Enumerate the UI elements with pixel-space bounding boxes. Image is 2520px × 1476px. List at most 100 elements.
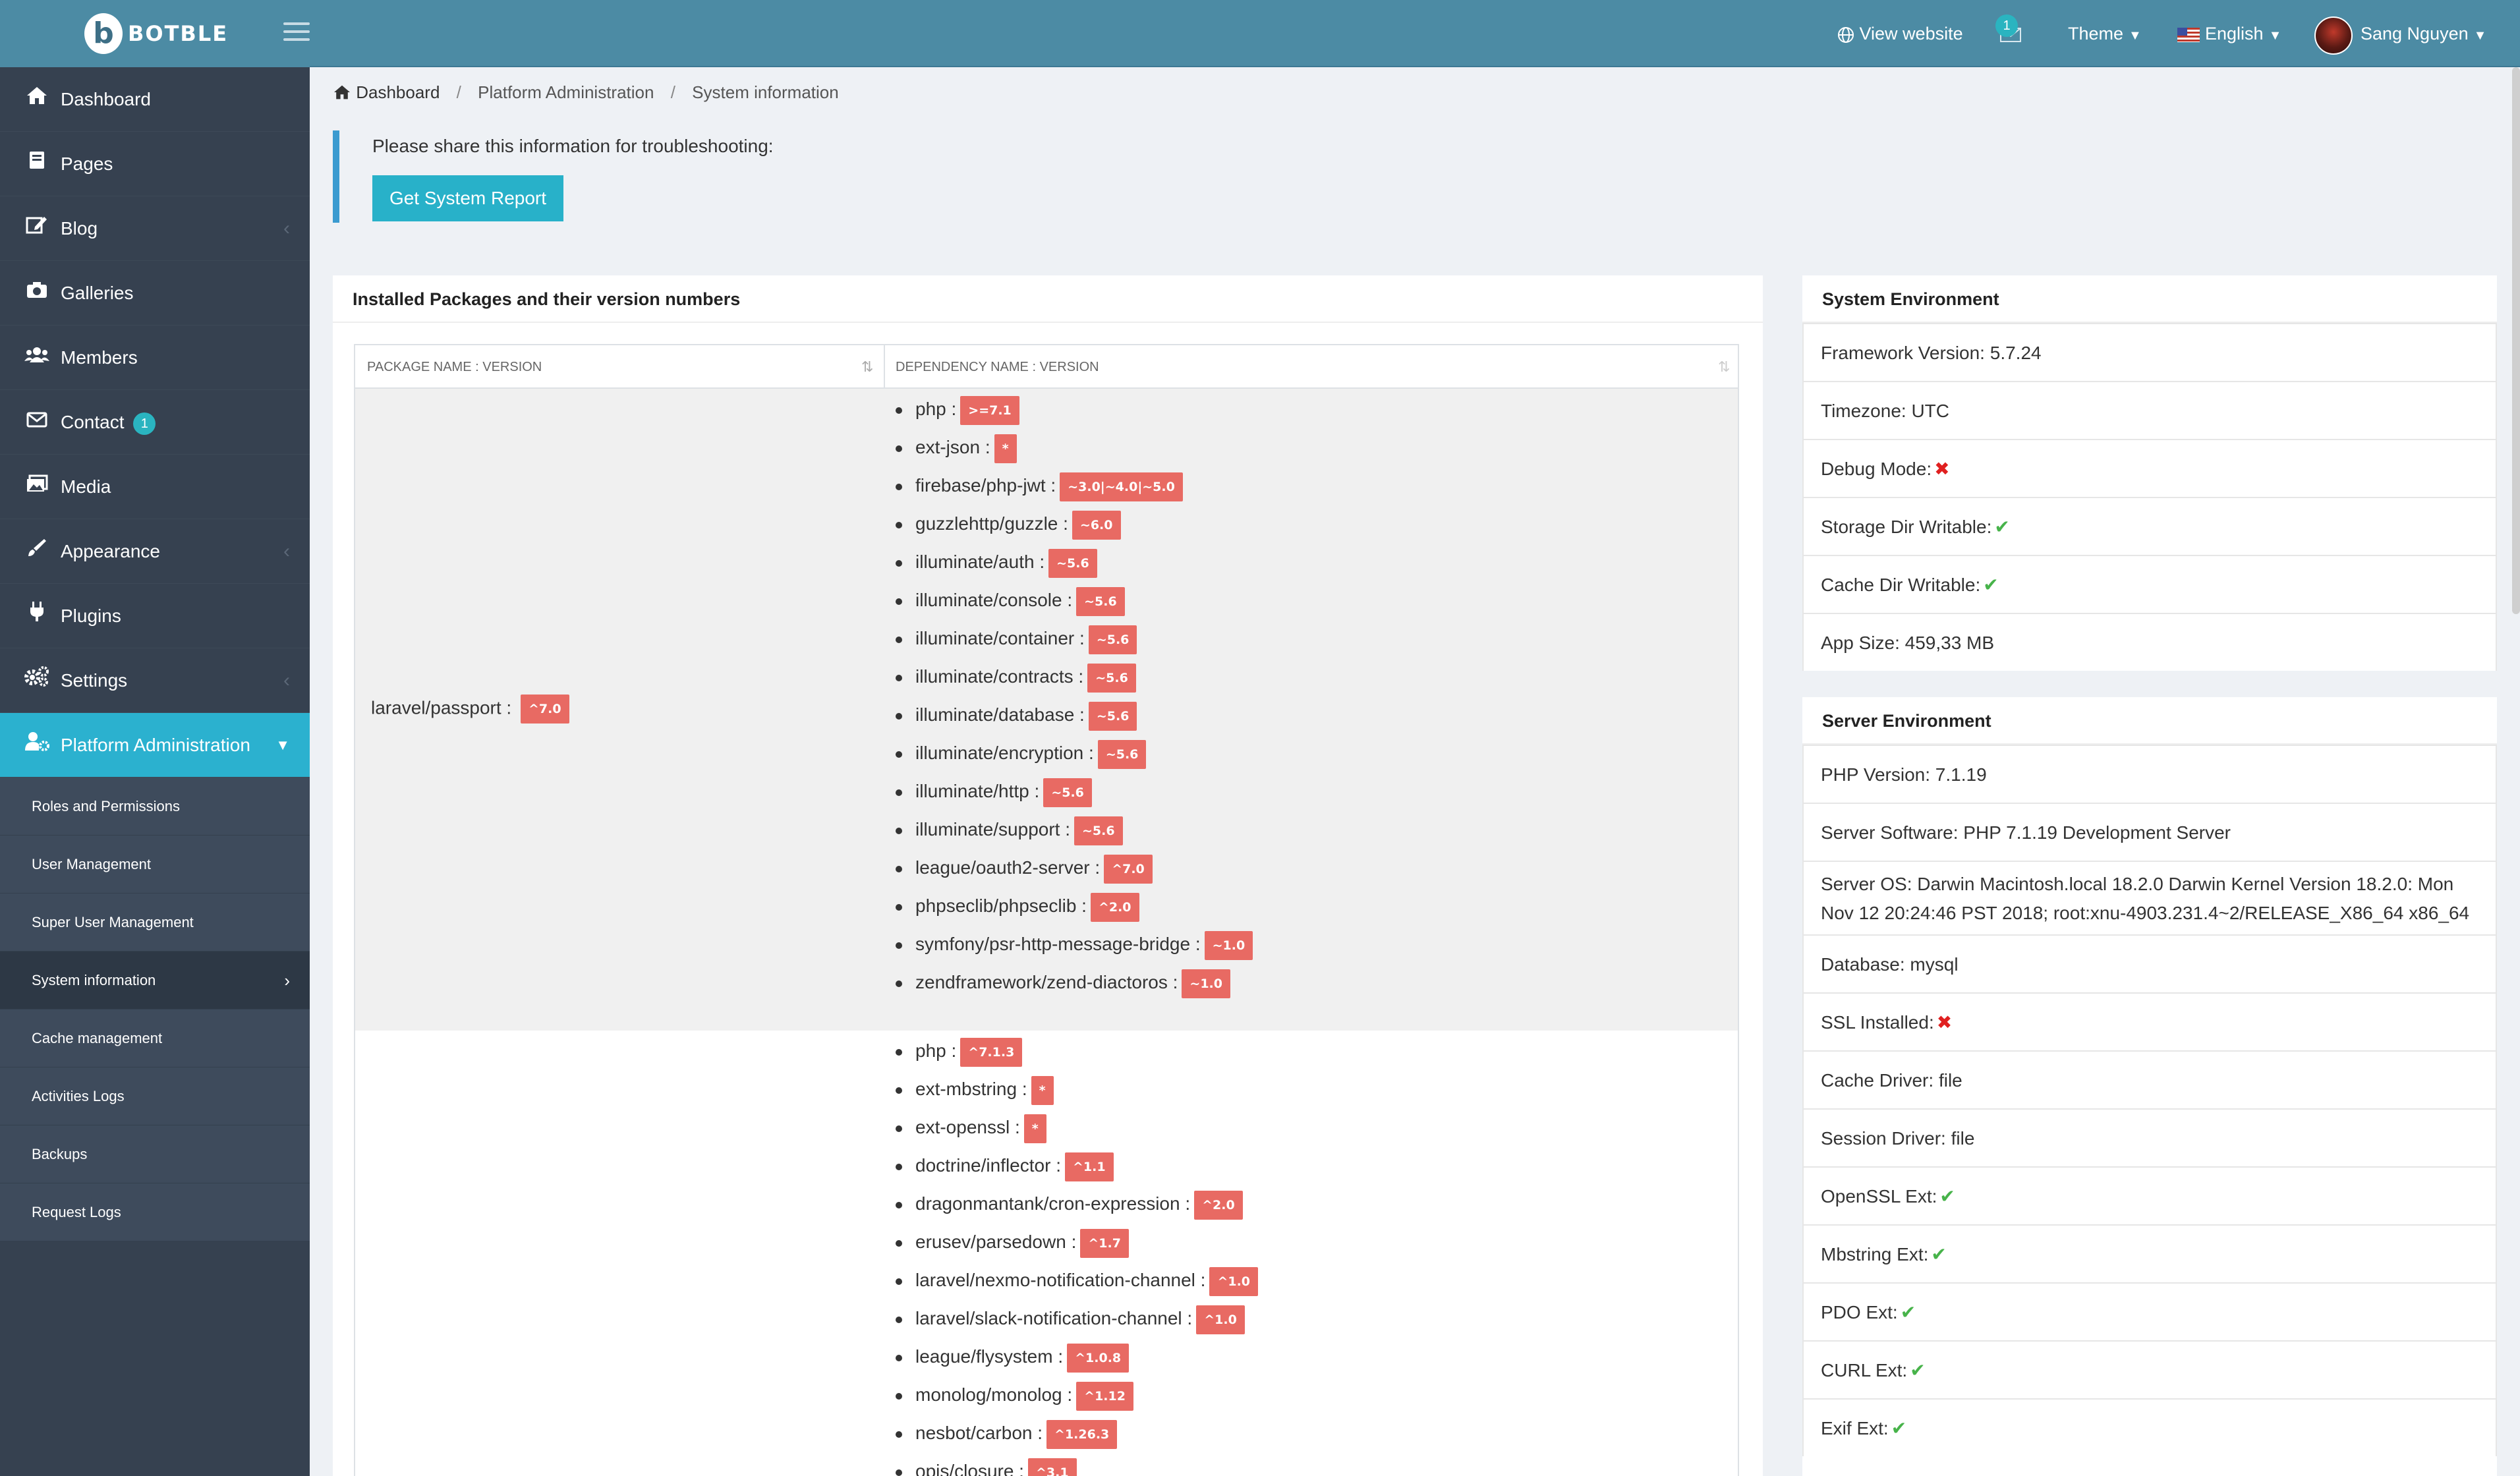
check-icon: ✔ bbox=[1994, 516, 2010, 538]
dependency-name: laravel/nexmo-notification-channel : bbox=[915, 1270, 1206, 1290]
breadcrumb-platform-administration[interactable]: Platform Administration bbox=[478, 82, 654, 102]
version-badge: ~5.6 bbox=[1043, 778, 1092, 807]
check-icon: ✔ bbox=[1983, 574, 1999, 596]
contact-count-badge: 1 bbox=[133, 412, 156, 435]
env-row-text: Cache Dir Writable: bbox=[1821, 575, 1981, 595]
version-badge: ^1.0 bbox=[1196, 1305, 1245, 1334]
version-badge: ~5.6 bbox=[1088, 625, 1137, 654]
submenu-item-super-user-management[interactable]: Super User Management bbox=[0, 894, 310, 951]
server-environment-title: Server Environment bbox=[1802, 697, 2497, 745]
packages-table-header: Package name : Version ⇅ Dependency name… bbox=[355, 345, 1738, 389]
view-website-label: View website bbox=[1859, 24, 1963, 43]
sidebar-item-label: Galleries bbox=[61, 283, 134, 303]
list-item: zendframework/zend-diactoros : ~1.0 bbox=[895, 966, 1253, 1004]
sort-icon[interactable]: ⇅ bbox=[861, 358, 874, 375]
submenu-item-system-information[interactable]: System information › bbox=[0, 951, 310, 1009]
submenu-item-backups[interactable]: Backups bbox=[0, 1125, 310, 1183]
submenu-item-label: System information bbox=[32, 972, 156, 988]
sidebar-item-settings[interactable]: Settings ‹ bbox=[0, 648, 310, 713]
user-cog-icon bbox=[22, 713, 51, 778]
submenu-item-roles-and-permissions[interactable]: Roles and Permissions bbox=[0, 778, 310, 836]
globe-icon bbox=[1838, 26, 1854, 43]
env-row-text: CURL Ext: bbox=[1821, 1360, 1908, 1380]
chevron-down-icon: ▼ bbox=[2129, 28, 2142, 43]
env-row-text: Mbstring Ext: bbox=[1821, 1244, 1929, 1264]
list-item: ext-mbstring : * bbox=[895, 1073, 1258, 1111]
chevron-down-icon: ▼ bbox=[275, 737, 290, 753]
sidebar-item-pages[interactable]: Pages bbox=[0, 132, 310, 196]
notification-count-badge: 1 bbox=[1995, 14, 2018, 37]
column-header-dependency[interactable]: Dependency name : Version bbox=[896, 360, 1099, 374]
dependency-name: illuminate/container : bbox=[915, 628, 1085, 648]
dependency-name: illuminate/database : bbox=[915, 704, 1085, 725]
get-system-report-button[interactable]: Get System Report bbox=[372, 175, 563, 221]
env-row-text: Framework Version: 5.7.24 bbox=[1821, 343, 2042, 363]
version-badge: ~1.0 bbox=[1204, 930, 1253, 960]
logo-icon[interactable]: b bbox=[84, 13, 123, 54]
list-item: OpenSSL Ext: ✔ bbox=[1802, 1166, 2497, 1224]
version-badge: * bbox=[1031, 1075, 1054, 1105]
dependency-list: php : ^7.1.3 ext-mbstring : * ext-openssl … bbox=[895, 1035, 1259, 1476]
dependency-name: league/oauth2-server : bbox=[915, 857, 1101, 878]
list-item: dragonmantank/cron-expression : ^2.0 bbox=[895, 1187, 1258, 1226]
notice-text: Please share this information for troubl… bbox=[372, 136, 774, 156]
list-item: guzzlehttp/guzzle : ~6.0 bbox=[895, 507, 1253, 546]
envelope-icon bbox=[22, 390, 51, 455]
sidebar-item-blog[interactable]: Blog ‹ bbox=[0, 196, 310, 261]
list-item: Framework Version: 5.7.24 bbox=[1802, 323, 2497, 381]
sidebar-item-appearance[interactable]: Appearance ‹ bbox=[0, 519, 310, 584]
sidebar-item-media[interactable]: Media bbox=[0, 455, 310, 519]
system-environment-list: Framework Version: 5.7.24 Timezone: UTC De… bbox=[1802, 323, 2497, 671]
user-name: Sang Nguyen bbox=[2361, 24, 2469, 43]
list-item: Exif Ext: ✔ bbox=[1802, 1398, 2497, 1456]
user-menu-dropdown[interactable]: Sang Nguyen ▼ bbox=[2361, 0, 2486, 67]
sidebar-item-dashboard[interactable]: Dashboard bbox=[0, 67, 310, 132]
brand-name[interactable]: BOTBLE bbox=[128, 21, 229, 46]
language-dropdown[interactable]: English ▼ bbox=[2177, 0, 2281, 67]
us-flag-icon bbox=[2177, 27, 2200, 42]
list-item: league/flysystem : ^1.0.8 bbox=[895, 1340, 1258, 1378]
sidebar-item-platform-administration[interactable]: Platform Administration ▼ bbox=[0, 713, 310, 778]
list-item: php : >=7.1 bbox=[895, 393, 1253, 431]
top-header: b BOTBLE View website 1 Theme ▼ English ▼ … bbox=[0, 0, 2520, 67]
list-item: Debug Mode: ✖ bbox=[1802, 439, 2497, 497]
view-website-link[interactable]: View website bbox=[1837, 0, 1963, 67]
dependency-name: guzzlehttp/guzzle : bbox=[915, 513, 1068, 534]
breadcrumb-home-link[interactable]: Dashboard bbox=[333, 82, 445, 102]
hamburger-menu-icon[interactable] bbox=[283, 22, 310, 43]
contact-label: Contact bbox=[61, 412, 125, 432]
list-item: PDO Ext: ✔ bbox=[1802, 1282, 2497, 1340]
book-icon bbox=[22, 132, 51, 196]
avatar[interactable] bbox=[2314, 16, 2353, 55]
chevron-left-icon: ‹ bbox=[283, 669, 290, 691]
sidebar-item-members[interactable]: Members bbox=[0, 326, 310, 390]
submenu-item-user-management[interactable]: User Management bbox=[0, 836, 310, 894]
version-badge: ^2.0 bbox=[1090, 892, 1139, 922]
env-row-text: PDO Ext: bbox=[1821, 1302, 1898, 1322]
page-scrollbar[interactable] bbox=[2512, 67, 2520, 614]
version-badge: ~3.0|~4.0|~5.0 bbox=[1060, 472, 1183, 501]
breadcrumb-current: System information bbox=[692, 82, 839, 102]
dependency-name: ext-json : bbox=[915, 437, 990, 457]
version-badge: ^7.1.3 bbox=[960, 1037, 1023, 1067]
dependency-name: monolog/monolog : bbox=[915, 1384, 1073, 1405]
submenu-item-cache-management[interactable]: Cache management bbox=[0, 1009, 310, 1067]
submenu-item-request-logs[interactable]: Request Logs bbox=[0, 1183, 310, 1241]
list-item: erusev/parsedown : ^1.7 bbox=[895, 1226, 1258, 1264]
version-badge: ^7.0 bbox=[521, 695, 569, 724]
list-item: App Size: 459,33 MB bbox=[1802, 613, 2497, 671]
list-item: league/oauth2-server : ^7.0 bbox=[895, 851, 1253, 890]
sort-icon[interactable]: ⇅ bbox=[1718, 358, 1731, 375]
column-header-package[interactable]: Package name : Version bbox=[367, 360, 542, 374]
submenu-item-activities-logs[interactable]: Activities Logs bbox=[0, 1067, 310, 1125]
env-row-text: Session Driver: file bbox=[1821, 1128, 1975, 1149]
sidebar-item-contact[interactable]: Contact 1 bbox=[0, 390, 310, 455]
theme-dropdown[interactable]: Theme ▼ bbox=[2068, 0, 2142, 67]
env-row-text: Server Software: PHP 7.1.19 Development … bbox=[1821, 822, 2231, 843]
list-item: PHP Version: 7.1.19 bbox=[1802, 745, 2497, 803]
images-icon bbox=[22, 455, 51, 519]
sidebar-item-plugins[interactable]: Plugins bbox=[0, 584, 310, 648]
package-name: laravel/passport : bbox=[371, 697, 512, 718]
list-item: Mbstring Ext: ✔ bbox=[1802, 1224, 2497, 1282]
sidebar-item-galleries[interactable]: Galleries bbox=[0, 261, 310, 326]
